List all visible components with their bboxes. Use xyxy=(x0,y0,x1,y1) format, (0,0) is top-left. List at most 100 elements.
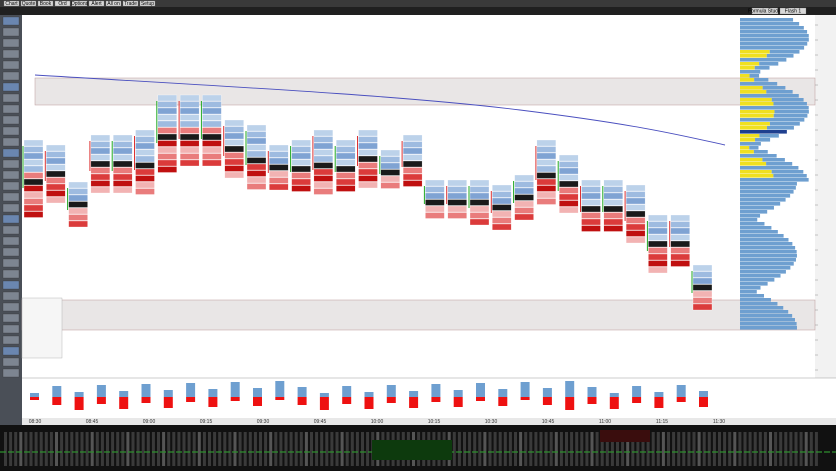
tool-button[interactable] xyxy=(2,181,20,191)
profile-bar xyxy=(740,134,760,138)
tool-button[interactable] xyxy=(2,137,20,147)
footprint-cell xyxy=(224,158,244,166)
tool-button[interactable] xyxy=(2,269,20,279)
tape-bar xyxy=(136,432,140,466)
delta-up xyxy=(364,392,374,397)
footprint-cell xyxy=(157,153,177,160)
footprint-cell xyxy=(68,188,88,195)
tool-button[interactable] xyxy=(2,313,20,323)
tool-button[interactable] xyxy=(2,93,20,103)
footprint-cell xyxy=(425,179,445,187)
tool-button[interactable] xyxy=(2,82,20,92)
delta-down xyxy=(409,397,419,408)
menu-button[interactable] xyxy=(37,0,54,7)
menu-button[interactable] xyxy=(20,0,37,7)
menu-button[interactable] xyxy=(71,0,88,7)
footprint-cell xyxy=(246,150,267,158)
menu-button[interactable] xyxy=(122,0,139,7)
window-button-label: Formula Studio xyxy=(748,9,782,15)
footprint-cell xyxy=(90,147,111,155)
tape-bar xyxy=(468,432,472,466)
footprint-cell xyxy=(202,153,222,160)
footprint-cell xyxy=(113,154,133,161)
tool-button[interactable] xyxy=(2,258,20,268)
profile-bar xyxy=(771,170,804,174)
tool-button[interactable] xyxy=(2,203,20,213)
tool-button[interactable] xyxy=(2,170,20,180)
tape-bar xyxy=(636,432,640,466)
time-label: 08:30 xyxy=(29,419,42,425)
tool-button[interactable] xyxy=(2,225,20,235)
window-button[interactable] xyxy=(779,7,807,15)
tool-button[interactable] xyxy=(2,368,20,378)
tool-button[interactable] xyxy=(2,148,20,158)
profile-bar xyxy=(740,146,750,150)
footprint-cell xyxy=(113,167,133,174)
footprint-cell xyxy=(313,129,334,137)
footprint-cell xyxy=(291,185,311,192)
tape-bar xyxy=(320,432,324,466)
footprint-cell xyxy=(224,132,244,140)
footprint-cell xyxy=(202,140,222,147)
tape-bar xyxy=(814,432,818,466)
tool-button[interactable] xyxy=(2,159,20,169)
menu-button[interactable] xyxy=(88,0,105,7)
tool-button[interactable] xyxy=(2,38,20,48)
footprint-cell xyxy=(492,210,512,218)
footprint-cell xyxy=(224,119,244,127)
footprint-cell xyxy=(625,210,646,218)
tape-bar xyxy=(774,432,778,466)
tool-button[interactable] xyxy=(2,346,20,356)
tape-bar xyxy=(162,432,166,466)
menu-label: Alert xyxy=(91,1,102,7)
tape-bar xyxy=(646,432,650,466)
footprint-cell xyxy=(559,167,579,175)
profile-bar xyxy=(740,270,786,274)
tape-bar xyxy=(605,432,609,466)
tool-button[interactable] xyxy=(2,71,20,81)
tool-button[interactable] xyxy=(2,291,20,301)
menu-button[interactable] xyxy=(54,0,71,7)
footprint-cell xyxy=(202,101,222,108)
time-label: 10:30 xyxy=(485,419,498,425)
tool-button[interactable] xyxy=(2,214,20,224)
tool-button[interactable] xyxy=(2,49,20,59)
footprint-cell xyxy=(358,136,378,143)
tool-button[interactable] xyxy=(2,104,20,114)
menu-button[interactable] xyxy=(139,0,156,7)
footprint-cell xyxy=(536,146,557,153)
footprint-cell xyxy=(90,154,111,161)
menu-button[interactable] xyxy=(3,0,20,7)
profile-bar xyxy=(740,90,767,94)
footprint-cell xyxy=(380,156,400,163)
footprint-cell xyxy=(425,212,445,219)
tool-button[interactable] xyxy=(2,247,20,257)
tool-button[interactable] xyxy=(2,16,20,26)
tool-button[interactable] xyxy=(2,60,20,70)
tool-button[interactable] xyxy=(2,335,20,345)
window-button[interactable] xyxy=(751,7,779,15)
footprint-cell xyxy=(447,205,467,213)
tool-button[interactable] xyxy=(2,27,20,37)
tool-button[interactable] xyxy=(2,115,20,125)
tool-button[interactable] xyxy=(2,236,20,246)
footprint-cell xyxy=(536,191,557,199)
tool-button[interactable] xyxy=(2,192,20,202)
profile-bar xyxy=(740,110,775,114)
footprint-cell xyxy=(90,173,111,181)
tape-bar xyxy=(677,432,681,466)
tape-bar xyxy=(463,432,466,466)
tool-button[interactable] xyxy=(2,324,20,334)
tool-button[interactable] xyxy=(2,357,20,367)
tape-bar xyxy=(707,432,711,466)
menu-bar xyxy=(0,0,836,7)
tape-bar xyxy=(554,432,558,466)
tool-button[interactable] xyxy=(2,126,20,136)
footprint-cell xyxy=(336,152,356,160)
tape-bar xyxy=(733,432,737,466)
footprint-cell xyxy=(246,124,267,132)
tool-button[interactable] xyxy=(2,280,20,290)
tool-button[interactable] xyxy=(2,302,20,312)
footprint-cell xyxy=(313,162,334,169)
menu-button[interactable] xyxy=(105,0,122,7)
